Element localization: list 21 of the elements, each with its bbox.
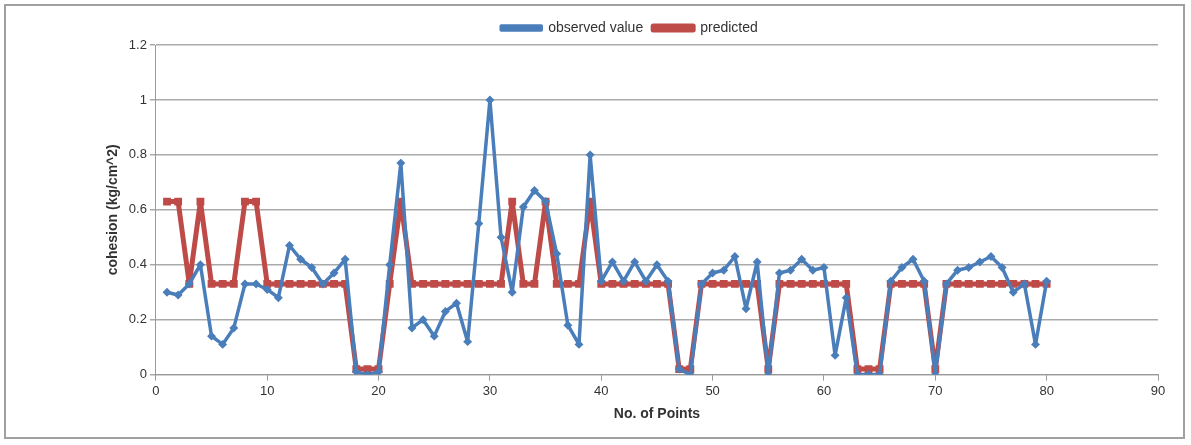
x-tick-label: 80 xyxy=(1039,382,1054,398)
x-tick-label: 90 xyxy=(1150,382,1166,398)
x-axis-title: No. of Points xyxy=(613,405,701,422)
x-tick-label: 70 xyxy=(928,382,943,398)
y-tick-label: 0.4 xyxy=(128,256,147,272)
x-tick-label: 30 xyxy=(482,382,498,398)
legend-label: observed value xyxy=(548,18,644,35)
y-tick-label: 0.6 xyxy=(128,201,147,217)
x-tick-label: 40 xyxy=(594,382,609,398)
x-tick-label: 20 xyxy=(371,382,386,398)
y-tick-label: 0.8 xyxy=(128,146,147,162)
y-tick-label: 0.2 xyxy=(128,311,147,327)
y-axis-title: cohesion (kg/cm^2) xyxy=(104,144,121,276)
y-tick-label: 1.2 xyxy=(128,36,147,52)
x-tick-label: 50 xyxy=(705,382,720,398)
legend-label: predicted xyxy=(700,18,758,35)
y-tick-label: 1 xyxy=(139,91,147,107)
y-tick-label: 0 xyxy=(139,366,147,382)
x-tick-label: 60 xyxy=(816,382,832,398)
x-tick-label: 0 xyxy=(152,382,160,398)
x-tick-label: 10 xyxy=(259,382,275,398)
